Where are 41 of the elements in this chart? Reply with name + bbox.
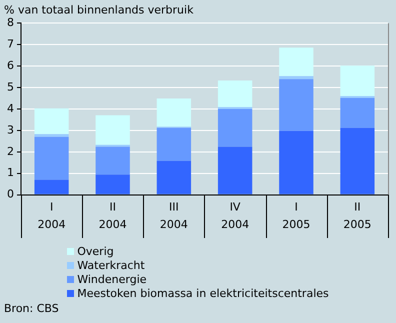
bar	[279, 79, 314, 131]
legend-label: Overig	[77, 244, 114, 258]
bar	[340, 66, 375, 96]
bar	[279, 76, 314, 80]
y-tick-label: 5	[7, 80, 14, 94]
bar	[96, 174, 130, 194]
bar	[279, 48, 314, 76]
bar	[340, 98, 375, 128]
y-tick-label: 8	[7, 16, 14, 30]
y-tick-label: 4	[7, 102, 14, 115]
bar	[34, 134, 69, 137]
y-tick-label: 1	[7, 166, 14, 180]
bar	[340, 128, 375, 194]
legend-label: Windenergie	[77, 272, 147, 286]
x-tick-label: III 2004	[160, 200, 188, 232]
bar	[34, 108, 69, 134]
bar	[34, 180, 69, 194]
text: Bron: CBS	[3, 301, 60, 317]
bar	[156, 128, 192, 161]
x-tick-label: I 2004	[38, 200, 66, 232]
bar	[34, 136, 69, 180]
bar	[218, 80, 252, 108]
y-tick-label: 3	[7, 123, 14, 136]
y-tick-label: 6	[7, 58, 14, 72]
x-tick-label: II 2004	[98, 200, 127, 232]
bar	[279, 130, 314, 194]
y-axis-title: % van totaal binnenlands verbruik	[4, 3, 194, 16]
x-tick-label: IV 2004	[221, 200, 250, 232]
bar	[96, 115, 130, 145]
bar	[96, 146, 130, 175]
y-tick-label: 0	[7, 188, 14, 201]
bar	[156, 160, 192, 194]
y-tick-label: 7	[7, 38, 14, 51]
x-tick-label: II 2005	[343, 200, 372, 232]
bar	[218, 109, 252, 147]
x-tick-label: I 2005	[282, 200, 310, 232]
legend-label: Waterkracht	[77, 258, 145, 272]
bar	[156, 98, 192, 127]
y-tick-label: 2	[7, 144, 14, 158]
bar	[218, 146, 252, 194]
legend-label: Meestoken biomassa in elektriciteitscentrales	[77, 286, 329, 300]
